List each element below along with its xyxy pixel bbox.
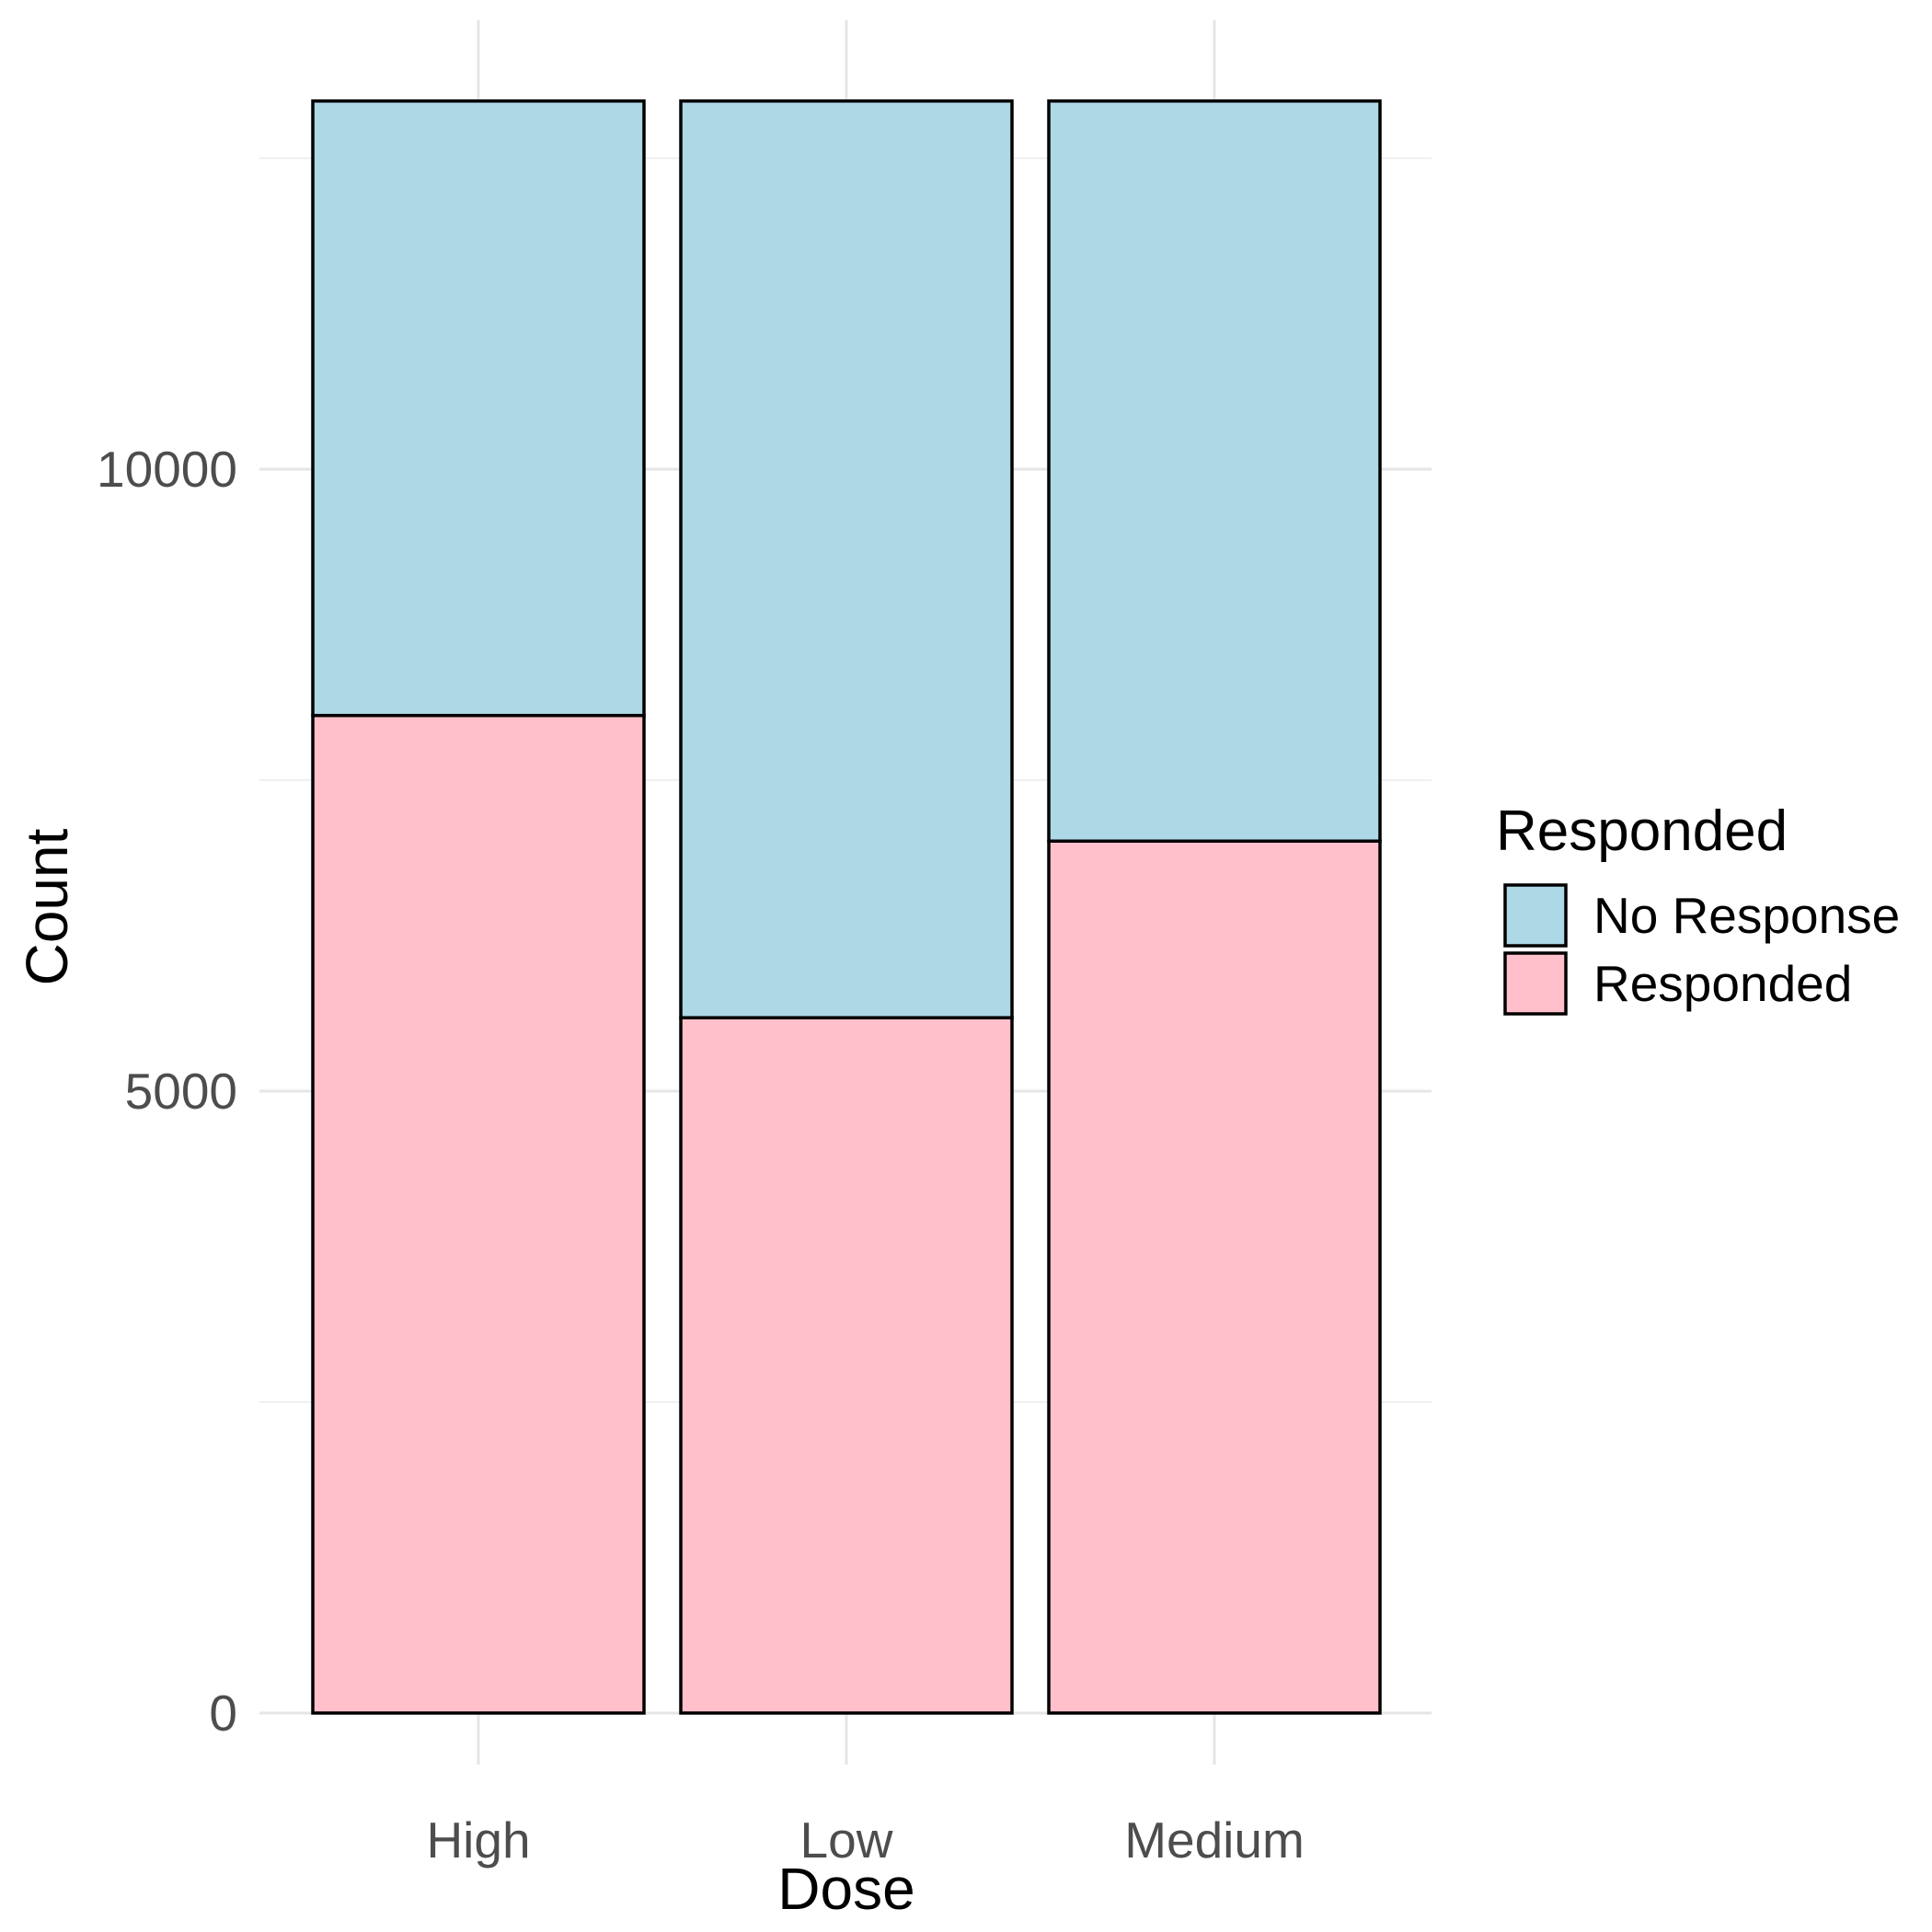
bar-high-responded — [311, 713, 646, 1715]
x-axis-ticks: High Low Medium — [426, 1811, 1304, 1869]
x-tick-label: High — [426, 1811, 530, 1869]
legend-swatch — [1503, 883, 1568, 948]
legend-title: Responded — [1496, 799, 1788, 863]
y-axis-title: Count — [14, 828, 80, 985]
bar-medium-responded — [1047, 839, 1382, 1715]
x-tick-label: Medium — [1124, 1811, 1305, 1869]
bar-medium-no-response — [1047, 99, 1382, 843]
legend-swatch — [1503, 951, 1568, 1016]
y-axis-ticks: 0 5000 10000 — [97, 441, 237, 1742]
bar-low-responded — [679, 1016, 1014, 1715]
bar-low-no-response — [679, 99, 1014, 1019]
x-axis-title: Dose — [777, 1856, 914, 1922]
bar-high-no-response — [311, 99, 646, 718]
x-tick-label: Low — [800, 1811, 893, 1869]
y-tick-label: 10000 — [97, 441, 237, 498]
legend-label: Responded — [1593, 955, 1852, 1012]
legend: Responded No Response Responded — [1496, 799, 1900, 1016]
legend-label: No Response — [1593, 887, 1900, 944]
y-tick-label: 5000 — [125, 1063, 237, 1120]
bars — [311, 99, 1382, 1715]
legend-items: No Response Responded — [1503, 883, 1900, 1016]
y-tick-label: 0 — [209, 1685, 237, 1742]
